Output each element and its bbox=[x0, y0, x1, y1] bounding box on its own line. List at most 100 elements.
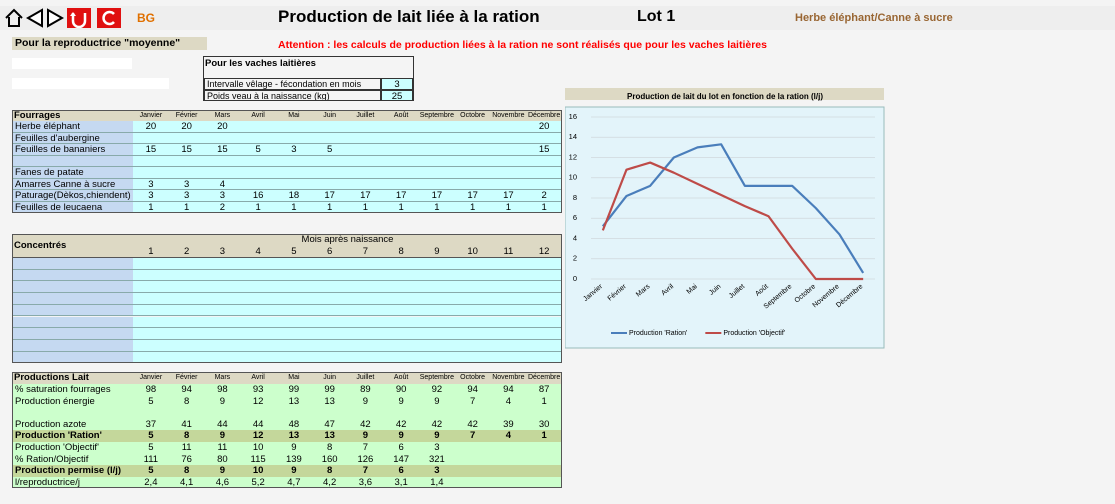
value-cell bbox=[383, 167, 419, 179]
value-cell: 5 bbox=[133, 465, 169, 477]
value-cell bbox=[419, 167, 455, 179]
value-cell bbox=[168, 132, 205, 144]
value-cell bbox=[311, 167, 348, 179]
value-cell bbox=[311, 178, 348, 190]
value-cell: 147 bbox=[383, 453, 419, 466]
subtitle: Pour la reproductrice "moyenne" bbox=[12, 37, 207, 50]
value-cell: 48 bbox=[276, 418, 312, 431]
value-cell: 7 bbox=[454, 430, 491, 442]
column-header: 9 bbox=[434, 246, 440, 257]
column-header: 3 bbox=[219, 246, 226, 257]
value-cell: 8 bbox=[168, 465, 205, 477]
value-cell bbox=[347, 132, 384, 144]
value-cell: 99 bbox=[276, 384, 312, 396]
value-cell bbox=[490, 442, 527, 454]
table-frame bbox=[12, 372, 562, 489]
value-cell: 5 bbox=[133, 430, 169, 442]
value-cell: 160 bbox=[311, 453, 348, 466]
value-cell: 9 bbox=[347, 430, 384, 442]
value-cell bbox=[383, 144, 419, 156]
value-cell bbox=[347, 407, 384, 419]
value-cell bbox=[454, 155, 491, 167]
blank-cell bbox=[12, 58, 132, 69]
row-label bbox=[12, 316, 133, 329]
value-cell: 17 bbox=[383, 190, 419, 202]
month-header: Avril bbox=[251, 374, 265, 381]
value-cell bbox=[526, 442, 562, 454]
value-cell: 4 bbox=[490, 395, 527, 408]
value-cell: 90 bbox=[383, 384, 419, 396]
value-cell: 9 bbox=[276, 442, 312, 454]
back-button[interactable] bbox=[25, 8, 43, 28]
value-cell bbox=[311, 407, 348, 419]
undo-button[interactable] bbox=[67, 8, 91, 28]
row-label: Production 'Ration' bbox=[12, 430, 133, 442]
value-cell: 20 bbox=[526, 121, 562, 133]
value-cell: 20 bbox=[204, 121, 241, 133]
value-cell bbox=[490, 121, 527, 133]
value-cell: 9 bbox=[204, 395, 241, 408]
value-cell: 41 bbox=[168, 418, 205, 431]
y-tick-label: 8 bbox=[573, 193, 577, 202]
chart: Production de lait du lot en fonction de… bbox=[565, 92, 885, 349]
refresh-button[interactable] bbox=[97, 8, 121, 28]
column-header: 4 bbox=[255, 246, 261, 257]
value-cell: 111 bbox=[133, 453, 169, 466]
value-cell: 9 bbox=[383, 395, 419, 408]
value-cell: 47 bbox=[311, 418, 348, 431]
y-tick-label: 10 bbox=[569, 173, 577, 182]
value-cell: 17 bbox=[311, 190, 348, 202]
month-header: Octobre bbox=[460, 112, 486, 119]
value-cell: 93 bbox=[240, 384, 276, 396]
value-cell: 13 bbox=[276, 430, 312, 442]
value-cell: 4,6 bbox=[204, 476, 241, 489]
month-header: Mars bbox=[214, 374, 231, 381]
value-cell bbox=[419, 155, 455, 167]
value-cell: 2 bbox=[526, 190, 562, 202]
value-cell bbox=[204, 407, 241, 419]
value-cell: 17 bbox=[454, 190, 491, 202]
value-cell: 15 bbox=[133, 144, 169, 156]
value-cell: 42 bbox=[454, 418, 491, 431]
row-label: Feuilles d'aubergine bbox=[12, 132, 133, 144]
value-cell: 94 bbox=[490, 384, 527, 396]
value-cell bbox=[526, 155, 562, 167]
value-cell bbox=[133, 155, 169, 167]
value-cell bbox=[526, 476, 562, 489]
legend-label: Production 'Objectif' bbox=[723, 330, 785, 337]
home-button[interactable] bbox=[5, 8, 23, 27]
y-tick-label: 16 bbox=[569, 112, 577, 121]
column-header: 7 bbox=[362, 246, 369, 257]
value-cell bbox=[240, 132, 276, 144]
row-label: % saturation fourrages bbox=[12, 384, 133, 396]
month-header: Janvier bbox=[139, 374, 163, 381]
value-cell: 20 bbox=[168, 121, 205, 133]
value-row bbox=[133, 328, 562, 340]
value-cell bbox=[383, 178, 419, 190]
value-cell: 4 bbox=[490, 430, 527, 442]
value-cell: 4,2 bbox=[311, 476, 348, 489]
table-frame bbox=[12, 110, 562, 213]
value-cell: 6 bbox=[383, 442, 419, 454]
row-label bbox=[12, 269, 133, 282]
month-header: Juin bbox=[323, 112, 337, 119]
row-label bbox=[12, 328, 133, 340]
value-cell: 8 bbox=[168, 430, 205, 442]
value-cell bbox=[490, 465, 527, 477]
value-cell bbox=[204, 155, 241, 167]
column-header: 8 bbox=[398, 246, 404, 257]
value-cell bbox=[419, 178, 455, 190]
value-cell: 20 bbox=[133, 121, 169, 133]
value-cell bbox=[490, 453, 527, 466]
y-tick-label: 14 bbox=[569, 132, 577, 141]
value-cell bbox=[526, 132, 562, 144]
value-cell: 1,4 bbox=[419, 476, 455, 489]
value-cell bbox=[240, 155, 276, 167]
ration: Herbe éléphant/Canne à sucre bbox=[795, 12, 953, 24]
value-cell: 139 bbox=[276, 453, 312, 466]
forward-button[interactable] bbox=[47, 8, 65, 28]
row-label: Production permise (l/j) bbox=[12, 465, 133, 477]
value-cell bbox=[526, 465, 562, 477]
value-row bbox=[133, 258, 562, 270]
value-cell bbox=[490, 132, 527, 144]
